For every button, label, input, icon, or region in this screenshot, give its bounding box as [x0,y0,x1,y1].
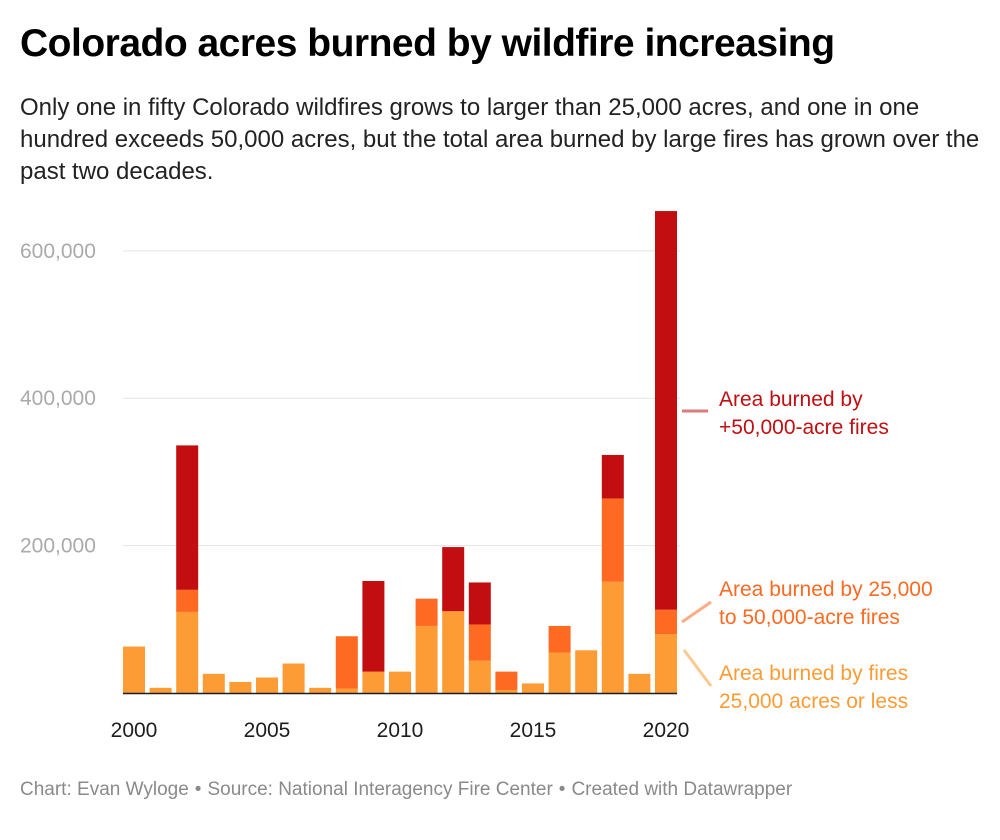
bar-segment-medium-2014 [495,671,518,691]
bar-segment-small-2007 [309,687,332,693]
legend-label-small: Area burned by fires [719,662,908,685]
bar-segment-large-2009 [362,580,385,672]
footer-credit: Chart: Evan Wyloge [20,779,189,800]
bar-segment-large-2020 [655,211,677,610]
y-tick-label: 200,000 [20,535,96,558]
legend-connector-medium [681,600,712,624]
x-tick-label: 2000 [111,719,158,742]
legend-label-small: 25,000 acres or less [719,690,908,713]
legend-label-large: +50,000-acre fires [719,416,889,439]
bar-segment-small-2000 [123,646,145,693]
bar-segment-small-2018 [601,581,624,693]
bar-segment-medium-2011 [415,598,438,626]
bar-segment-small-2003 [202,673,225,693]
bar-segment-small-2012 [442,611,465,693]
footer-tool: Created with Datawrapper [571,779,793,800]
legend-label-medium: to 50,000-acre fires [719,606,900,629]
bar-segment-small-2006 [282,663,305,693]
bar-segment-small-2019 [628,673,651,693]
bar-segment-small-2005 [256,677,278,693]
x-tick-label: 2010 [377,719,424,742]
bar-segment-small-2015 [522,683,544,693]
bar-segment-medium-2018 [601,498,624,582]
legend-connector-small [682,649,713,687]
bar-segment-medium-2020 [655,609,677,635]
bar-segment-medium-2013 [468,624,491,661]
bar-segment-large-2002 [176,445,199,590]
bar-segment-small-2016 [548,652,571,693]
bar-segment-small-2013 [468,660,491,693]
bar-segment-small-2010 [389,671,411,693]
bar-segment-small-2009 [362,671,385,693]
bar-segment-small-2011 [415,625,438,693]
footer-separator: • [558,779,566,800]
x-tick-label: 2005 [244,719,291,742]
bar-segment-medium-2002 [176,589,199,612]
bar-segment-medium-2016 [548,625,571,653]
bar-segment-small-2002 [176,611,199,693]
bar-segment-small-2004 [229,681,252,693]
bar-segment-small-2014 [495,690,518,693]
bar-segment-small-2017 [575,650,598,693]
bar-segment-large-2013 [468,582,491,625]
chart-title: Colorado acres burned by wildfire increa… [20,22,835,65]
chart-subtitle: Only one in fifty Colorado wildfires gro… [20,94,980,185]
bar-segment-small-2008 [335,688,358,693]
legend-label-medium: Area burned by 25,000 [719,578,933,601]
footer-separator: • [194,779,202,800]
y-tick-label: 600,000 [20,240,96,263]
chart-footer: Chart: Evan Wyloge • Source: National Inte… [20,779,792,801]
legend-label-large: Area burned by [719,388,863,411]
x-tick-label: 2020 [643,719,690,742]
y-tick-label: 400,000 [20,387,96,410]
footer-source: Source: National Interagency Fire Center [207,779,553,800]
bar-segment-small-2020 [655,634,677,693]
bar-segment-large-2018 [601,454,624,499]
x-tick-label: 2015 [510,719,557,742]
bar-segment-medium-2008 [335,636,358,689]
bar-segment-large-2012 [442,547,465,612]
bar-segment-small-2001 [149,687,172,693]
